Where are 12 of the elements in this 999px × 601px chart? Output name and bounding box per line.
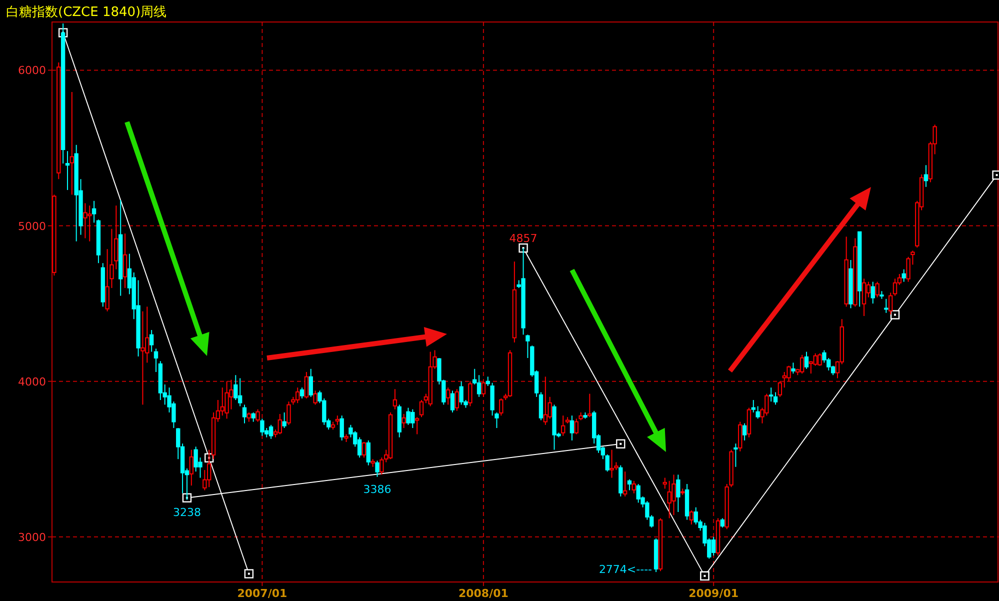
x-tick-label: 2009/01: [688, 587, 739, 600]
annotation: 3238: [172, 506, 201, 519]
annotation: 3386: [363, 482, 392, 496]
annotation: 4857: [509, 232, 538, 246]
annotation: 2774<----: [598, 563, 652, 576]
x-tick-label: 2007/01: [237, 587, 288, 600]
y-tick-label: 3000: [18, 530, 46, 544]
x-tick-label: 2008/01: [458, 587, 508, 600]
y-tick-label: 5000: [18, 220, 46, 233]
chart-title: 白糖指数(CZCE 1840)周线: [6, 5, 167, 20]
y-tick-label: 6000: [18, 64, 46, 78]
y-tick-label: 4000: [18, 375, 46, 388]
